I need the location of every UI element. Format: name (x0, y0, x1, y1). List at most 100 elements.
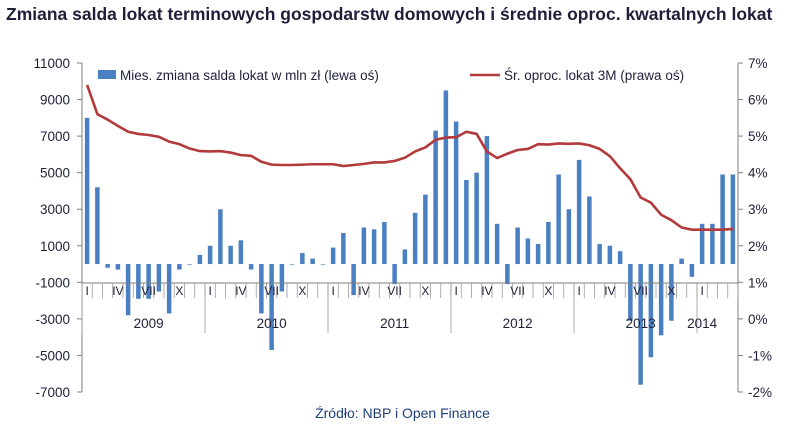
rate-line (85, 84, 733, 231)
bar (197, 254, 203, 265)
right-tick-label: 3% (748, 202, 768, 217)
bar (392, 264, 397, 285)
line-series (85, 84, 733, 231)
month-label: IV (112, 284, 123, 298)
bar (494, 223, 500, 265)
month-label: I (208, 284, 211, 298)
bar (125, 264, 131, 316)
month-label: I (331, 284, 334, 298)
left-tick-label: 11000 (33, 56, 70, 71)
bar (453, 121, 459, 265)
bar (320, 264, 326, 265)
month-label: I (577, 284, 580, 298)
bar (166, 264, 172, 314)
bar (177, 264, 182, 270)
bar (556, 174, 561, 265)
month-label: I (454, 284, 457, 298)
bar (95, 187, 100, 265)
bar (218, 209, 223, 265)
right-tick-label: 5% (748, 129, 768, 144)
left-tick-label: 1000 (40, 239, 70, 254)
bar (423, 194, 428, 265)
month-label: X (544, 284, 552, 298)
bar (105, 264, 110, 268)
month-label: VII (633, 284, 648, 298)
bar (300, 253, 305, 265)
bar (443, 90, 449, 265)
right-tick-label: 4% (748, 166, 768, 181)
month-label: I (85, 284, 88, 298)
bar (679, 258, 684, 265)
bar (628, 264, 633, 321)
month-label: X (298, 284, 306, 298)
month-label: VII (141, 284, 156, 298)
source-note: Źródło: NBP i Open Finance (315, 405, 490, 421)
bar (710, 223, 715, 265)
legend-bar-swatch (98, 70, 116, 79)
bar (115, 264, 121, 270)
chart-title: Zmiana salda lokat terminowych gospodars… (6, 4, 773, 24)
right-tick-label: 0% (748, 312, 768, 327)
right-tick-label: 6% (748, 93, 768, 108)
bar (238, 240, 244, 265)
bar (84, 117, 90, 265)
bar (607, 245, 613, 265)
bar (658, 264, 664, 336)
left-tick-label: -7000 (35, 385, 70, 400)
bar (207, 245, 213, 265)
bar (412, 212, 418, 265)
bar (269, 264, 274, 350)
bar (505, 264, 510, 285)
month-label: X (421, 284, 429, 298)
month-label: VII (387, 284, 402, 298)
right-tick-label: -1% (748, 348, 772, 363)
bar (566, 209, 572, 265)
bar (730, 174, 736, 265)
bar (689, 264, 695, 277)
bar (546, 222, 551, 265)
left-tick-label: -1000 (35, 275, 70, 290)
bar (341, 232, 346, 265)
bar (310, 258, 315, 265)
right-tick-label: -2% (748, 385, 772, 400)
left-tick-label: 9000 (40, 93, 70, 108)
bar (464, 179, 469, 265)
bar (515, 227, 520, 265)
year-label: 2014 (687, 316, 718, 331)
bar (597, 243, 602, 265)
month-label: VII (264, 284, 279, 298)
bar (146, 264, 151, 299)
bar (248, 264, 254, 270)
bar (638, 264, 643, 385)
bar (535, 243, 541, 265)
right-tick-label: 2% (748, 239, 768, 254)
bar (587, 196, 592, 265)
bar (361, 227, 367, 265)
bar (228, 245, 233, 265)
month-label: X (175, 284, 183, 298)
year-label: 2010 (257, 316, 287, 331)
bar (371, 229, 377, 265)
bar-series (84, 90, 736, 385)
legend-bar-label: Mies. zmiana salda lokat w mln zł (lewa … (120, 68, 379, 83)
bar (136, 264, 141, 299)
legend-line-label: Śr. oproc. lokat 3M (prawa oś) (504, 68, 684, 83)
year-label: 2011 (380, 316, 409, 331)
bar (433, 130, 438, 265)
year-label: 2012 (503, 316, 533, 331)
right-tick-label: 7% (748, 56, 768, 71)
bar (187, 264, 192, 265)
year-label: 2013 (626, 316, 656, 331)
bar (699, 223, 705, 265)
chart-area: 11000 9000 7000 5000 3000 1000 -1000 -3000 -5000… (33, 56, 772, 400)
bar (669, 264, 674, 321)
month-label: I (700, 284, 703, 298)
year-label: 2009 (134, 316, 164, 331)
month-label: VII (510, 284, 525, 298)
axes: 11000 9000 7000 5000 3000 1000 -1000 -3000 -5000… (33, 56, 772, 400)
bar (648, 264, 654, 358)
bar (525, 238, 531, 265)
bar (382, 222, 387, 265)
bar (279, 264, 285, 292)
bar (576, 159, 582, 265)
